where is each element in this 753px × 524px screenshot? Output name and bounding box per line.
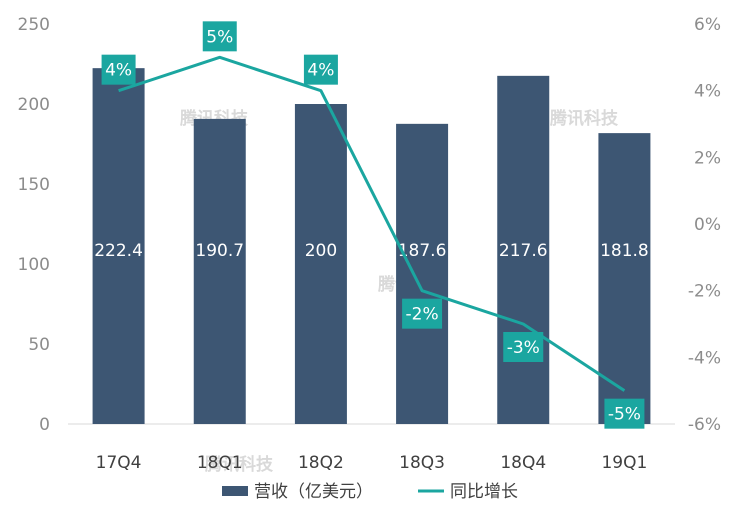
legend-label-bar: 营收（亿美元） [254, 482, 373, 502]
left-axis: 0 50 100 150 200 250 [18, 15, 50, 435]
bar [193, 118, 246, 424]
growth-data-label: 4% [101, 54, 136, 85]
legend-swatch-bar [222, 486, 248, 496]
growth-label-text: 4% [307, 61, 334, 81]
bar-data-label: 222.4 [94, 241, 143, 261]
x-axis-tick-label: 18Q3 [399, 453, 445, 473]
bar-data-label: 200 [305, 241, 337, 261]
bar [294, 104, 347, 424]
right-axis-tick-label: -6% [688, 415, 721, 435]
growth-label-text: -5% [608, 405, 641, 425]
right-axis: -6% -4% -2% 0% 2% 4% 6% [688, 15, 721, 435]
growth-label-text: 5% [206, 27, 233, 47]
legend: 营收（亿美元） 同比增长 [222, 482, 518, 502]
bar-data-label: 190.7 [195, 241, 244, 261]
bar [497, 75, 550, 424]
left-axis-tick-label: 0 [39, 415, 50, 435]
left-axis-tick-label: 150 [18, 175, 50, 195]
right-axis-tick-label: 6% [694, 15, 721, 35]
growth-data-label: 5% [202, 21, 237, 52]
x-axis-labels: 17Q4 18Q1 18Q2 18Q3 18Q4 19Q1 [96, 453, 648, 473]
growth-label-box [303, 54, 338, 85]
growth-label-box [101, 54, 136, 85]
right-axis-tick-label: 0% [694, 215, 721, 235]
x-axis-tick-label: 18Q1 [197, 453, 243, 473]
bar-series [92, 68, 651, 424]
growth-label-box [604, 398, 645, 429]
left-axis-tick-label: 50 [28, 335, 50, 355]
growth-data-label: -2% [402, 298, 443, 329]
bar [396, 123, 449, 424]
growth-label-box [202, 21, 237, 52]
growth-label-box [503, 332, 544, 362]
bar-data-label: 181.8 [600, 241, 649, 261]
x-axis-tick-label: 18Q2 [298, 453, 344, 473]
growth-data-label: -5% [604, 398, 645, 429]
left-axis-tick-label: 100 [18, 255, 50, 275]
growth-label-text: 4% [105, 61, 132, 81]
growth-label-box [402, 298, 443, 329]
watermark-text: 腾讯科技 [205, 454, 274, 475]
bar-data-labels: 222.4 190.7 200 187.6 217.6 181.8 [94, 241, 649, 261]
legend-label-line: 同比增长 [450, 482, 518, 502]
bar [598, 133, 651, 424]
x-axis-tick-label: 18Q4 [500, 453, 546, 473]
line-data-labels: 4% 5% 4% -2% -3% -5% [101, 21, 645, 429]
growth-label-text: -3% [507, 338, 540, 358]
watermark-text: 腾讯科技 [550, 108, 619, 129]
growth-data-label: -3% [503, 332, 544, 362]
left-axis-tick-label: 200 [18, 95, 50, 115]
x-axis-tick-label: 17Q4 [96, 453, 142, 473]
bar [92, 68, 145, 424]
left-axis-tick-label: 250 [18, 15, 50, 35]
growth-label-text: -2% [406, 305, 439, 325]
bar-data-label: 217.6 [499, 241, 548, 261]
growth-data-label: 4% [303, 54, 338, 85]
right-axis-tick-label: -2% [688, 282, 721, 302]
bar-data-label: 187.6 [398, 241, 447, 261]
x-axis-tick-label: 19Q1 [601, 453, 647, 473]
right-axis-tick-label: 2% [694, 148, 721, 168]
right-axis-tick-label: -4% [688, 348, 721, 368]
right-axis-tick-label: 4% [694, 82, 721, 102]
